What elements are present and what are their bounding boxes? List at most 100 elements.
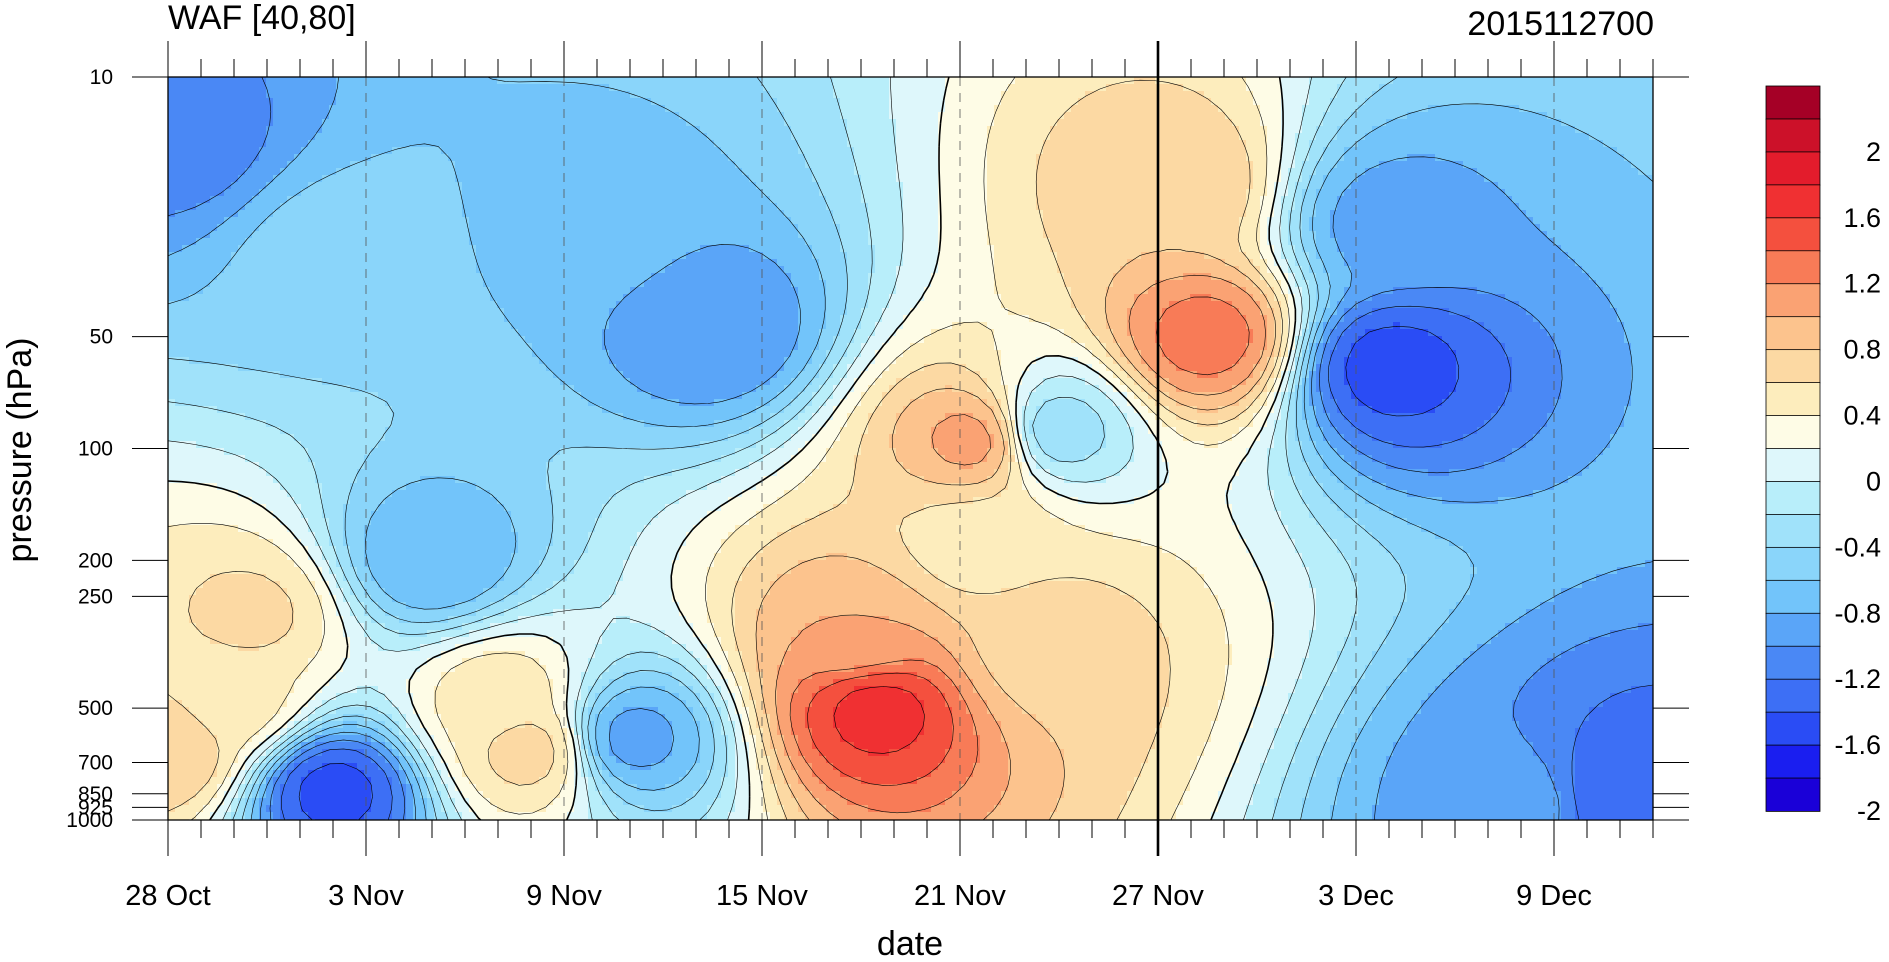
field-cell [546,91,554,99]
field-cell [1113,203,1121,211]
field-cell [1204,217,1212,225]
field-cell [602,112,610,120]
field-cell [1064,189,1072,197]
field-cell [1008,182,1016,190]
field-cell [1421,91,1429,99]
field-cell [1309,168,1317,176]
field-cell [637,154,645,162]
field-cell [588,77,596,85]
field-cell [315,98,323,106]
field-cell [329,238,337,246]
field-cell [511,140,519,148]
field-cell [189,217,197,225]
field-cell [896,210,904,218]
field-cell [567,168,575,176]
field-cell [1113,175,1121,183]
field-cell [1043,147,1051,155]
field-cell [1463,175,1471,183]
field-cell [1029,91,1037,99]
field-cell [798,175,806,183]
field-cell [1484,189,1492,197]
field-cell [1400,140,1408,148]
field-cell [364,189,372,197]
field-cell [1575,203,1583,211]
field-cell [532,238,540,246]
field-cell [245,203,253,211]
field-cell [1239,210,1247,218]
field-cell [1197,161,1205,169]
field-cell [931,133,939,141]
field-cell [707,175,715,183]
field-cell [798,119,806,127]
field-cell [567,203,575,211]
field-cell [392,224,400,232]
field-cell [343,112,351,120]
field-cell [1281,203,1289,211]
field-cell [1141,133,1149,141]
field-cell [350,238,358,246]
field-cell [1253,98,1261,106]
field-cell [665,154,673,162]
field-cell [1582,140,1590,148]
field-cell [1393,126,1401,134]
field-cell [1050,140,1058,148]
field-cell [616,217,624,225]
field-cell [287,189,295,197]
field-cell [791,210,799,218]
field-cell [1631,133,1639,141]
field-cell [350,189,358,197]
field-cell [1092,91,1100,99]
field-cell [539,168,547,176]
field-cell [1001,196,1009,204]
field-cell [1190,196,1198,204]
field-cell [917,98,925,106]
field-cell [448,175,456,183]
field-cell [1106,98,1114,106]
field-cell [532,203,540,211]
field-cell [1085,140,1093,148]
field-cell [980,217,988,225]
field-cell [1379,91,1387,99]
field-cell [1225,119,1233,127]
field-cell [1106,168,1114,176]
field-cell [294,161,302,169]
field-cell [1617,189,1625,197]
field-cell [1624,168,1632,176]
field-cell [854,147,862,155]
field-cell [1015,126,1023,134]
field-cell [441,203,449,211]
field-cell [525,189,533,197]
field-cell [427,238,435,246]
field-cell [728,189,736,197]
field-cell [210,196,218,204]
field-cell [1141,168,1149,176]
field-cell [497,182,505,190]
field-cell [1001,112,1009,120]
field-cell [336,182,344,190]
field-cell [343,210,351,218]
field-cell [259,105,267,113]
field-cell [357,238,365,246]
field-cell [1008,154,1016,162]
field-cell [1092,203,1100,211]
field-cell [1568,161,1576,169]
field-cell [1183,119,1191,127]
field-cell [987,133,995,141]
field-cell [700,147,708,155]
field-cell [917,126,925,134]
field-cell [1519,154,1527,162]
field-cell [560,133,568,141]
field-cell [1365,98,1373,106]
field-cell [1022,126,1030,134]
field-cell [294,98,302,106]
field-cell [518,161,526,169]
field-cell [819,84,827,92]
field-cell [280,154,288,162]
field-cell [511,112,519,120]
field-cell [777,231,785,239]
field-cell [168,84,176,92]
field-cell [504,126,512,134]
field-cell [217,84,225,92]
field-cell [448,189,456,197]
field-cell [917,140,925,148]
